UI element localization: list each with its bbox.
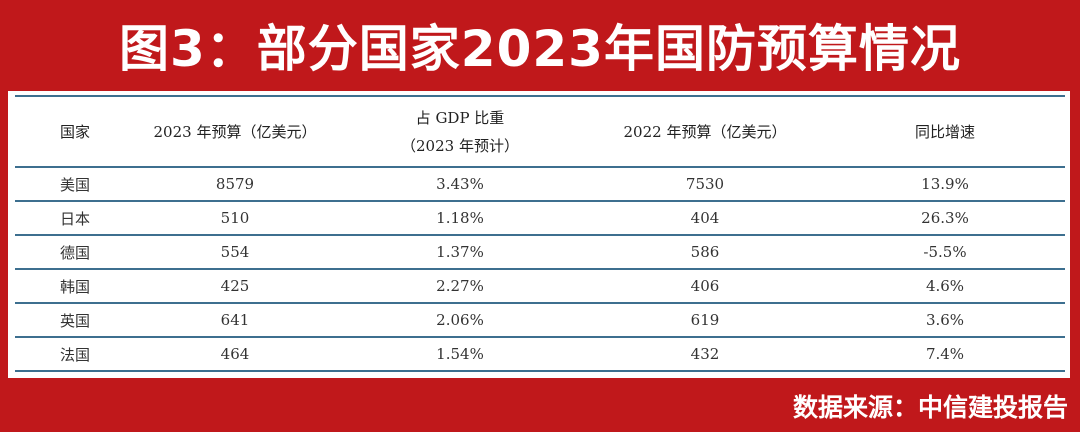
cell-budget-2022: 7530 xyxy=(585,167,825,202)
cell-budget-2023: 425 xyxy=(135,269,335,304)
cell-country: 日本 xyxy=(15,201,135,236)
cell-budget-2023: 8579 xyxy=(135,167,335,202)
cell-country: 法国 xyxy=(15,337,135,372)
header-country: 国家 xyxy=(15,95,135,168)
header-row: 国家 2023 年预算（亿美元） 占 GDP 比重 （2023 年预计） 202… xyxy=(15,95,1065,168)
cell-growth: 3.6% xyxy=(825,303,1065,338)
header-budget-2023: 2023 年预算（亿美元） xyxy=(135,95,335,168)
cell-budget-2022: 619 xyxy=(585,303,825,338)
cell-country: 英国 xyxy=(15,303,135,338)
cell-growth: 26.3% xyxy=(825,201,1065,236)
cell-budget-2023: 641 xyxy=(135,303,335,338)
cell-budget-2023: 554 xyxy=(135,235,335,270)
cell-budget-2022: 586 xyxy=(585,235,825,270)
cell-budget-2022: 406 xyxy=(585,269,825,304)
cell-budget-2022: 432 xyxy=(585,337,825,372)
header-budget-2022: 2022 年预算（亿美元） xyxy=(585,95,825,168)
cell-gdp-share: 3.43% xyxy=(335,167,585,202)
title-banner: 图3：部分国家2023年国防预算情况 xyxy=(0,0,1080,90)
cell-gdp-share: 1.18% xyxy=(335,201,585,236)
cell-gdp-share: 1.54% xyxy=(335,337,585,372)
cell-gdp-share: 1.37% xyxy=(335,235,585,270)
header-growth: 同比增速 xyxy=(825,95,1065,168)
cell-growth: -5.5% xyxy=(825,235,1065,270)
table-row: 韩国 425 2.27% 406 4.6% xyxy=(15,269,1065,304)
table-row: 英国 641 2.06% 619 3.6% xyxy=(15,303,1065,338)
header-gdp-share: 占 GDP 比重 （2023 年预计） xyxy=(335,95,585,168)
table-panel: 国家 2023 年预算（亿美元） 占 GDP 比重 （2023 年预计） 202… xyxy=(8,91,1070,378)
table-row: 法国 464 1.54% 432 7.4% xyxy=(15,337,1065,372)
cell-growth: 4.6% xyxy=(825,269,1065,304)
cell-growth: 7.4% xyxy=(825,337,1065,372)
table-row: 美国 8579 3.43% 7530 13.9% xyxy=(15,167,1065,202)
cell-gdp-share: 2.27% xyxy=(335,269,585,304)
cell-gdp-share: 2.06% xyxy=(335,303,585,338)
cell-country: 美国 xyxy=(15,167,135,202)
table-row: 日本 510 1.18% 404 26.3% xyxy=(15,201,1065,236)
cell-country: 德国 xyxy=(15,235,135,270)
figure-title: 图3：部分国家2023年国防预算情况 xyxy=(119,20,961,78)
cell-growth: 13.9% xyxy=(825,167,1065,202)
cell-budget-2023: 464 xyxy=(135,337,335,372)
cell-budget-2022: 404 xyxy=(585,201,825,236)
cell-budget-2023: 510 xyxy=(135,201,335,236)
table-row: 德国 554 1.37% 586 -5.5% xyxy=(15,235,1065,270)
source-note: 数据来源：中信建投报告 xyxy=(792,393,1068,422)
defense-budget-table: 国家 2023 年预算（亿美元） 占 GDP 比重 （2023 年预计） 202… xyxy=(15,95,1065,372)
cell-country: 韩国 xyxy=(15,269,135,304)
